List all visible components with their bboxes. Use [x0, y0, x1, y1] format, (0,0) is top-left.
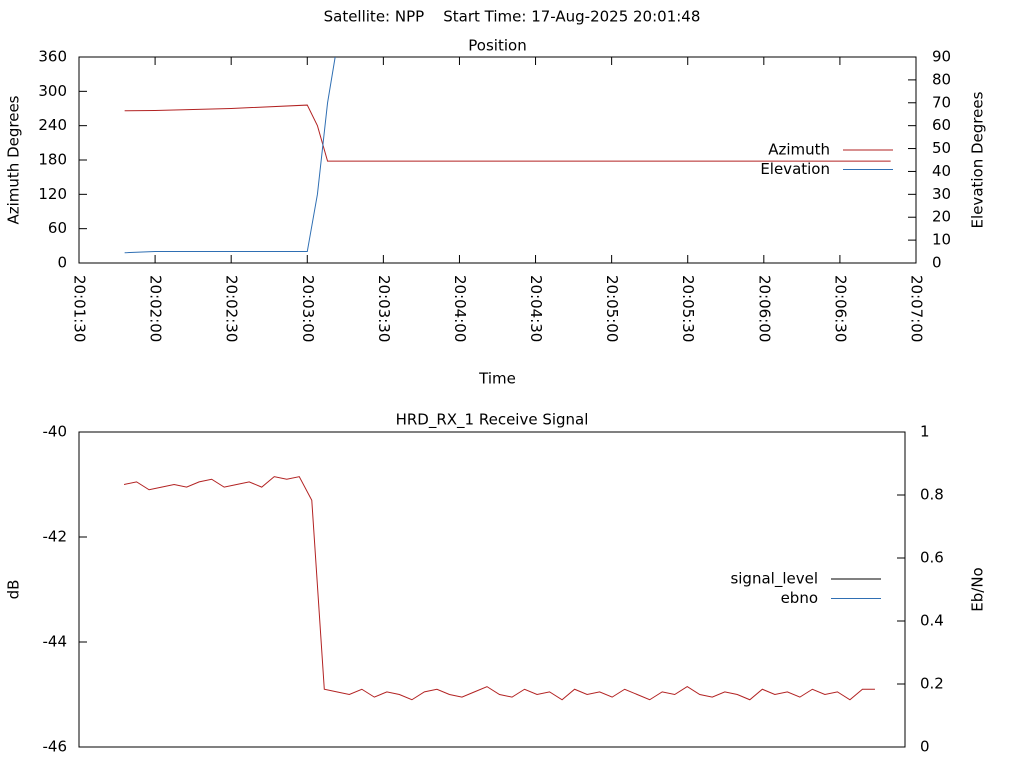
y2-tick-label: 0.2 — [920, 675, 944, 693]
y-tick-label: 0 — [57, 254, 67, 272]
x-tick-label: 20:06:30 — [831, 275, 849, 342]
legend-label: ebno — [781, 589, 818, 607]
legend-label: Elevation — [760, 160, 830, 178]
x-tick-label: 20:01:30 — [71, 275, 89, 342]
x-tick-label: 20:04:30 — [527, 275, 545, 342]
y2-tick-label: 1 — [920, 423, 930, 441]
plot-frame — [78, 431, 906, 748]
y2-tick-label: 0.6 — [920, 549, 944, 567]
y-tick-label: 180 — [38, 151, 67, 169]
x-tick-label: 20:05:00 — [603, 275, 621, 342]
x-tick-label: 20:06:00 — [755, 275, 773, 342]
y-axis-label: Azimuth Degrees — [5, 95, 23, 224]
x-axis-label: Time — [478, 370, 516, 388]
x-tick-label: 20:03:00 — [299, 275, 317, 342]
plot-frame — [78, 56, 917, 264]
x-tick-label: 20:03:30 — [375, 275, 393, 342]
legend-label: Azimuth — [768, 141, 830, 159]
y-tick-label: -44 — [43, 633, 68, 651]
y2-tick-label: 0 — [932, 254, 942, 272]
y2-axis-label: Eb/No — [969, 567, 987, 611]
series-line — [124, 57, 336, 254]
y2-tick-label: 60 — [932, 116, 951, 134]
y2-tick-label: 50 — [932, 139, 951, 157]
y-tick-label: -42 — [43, 528, 68, 546]
y2-tick-label: 40 — [932, 162, 951, 180]
page-title: Satellite: NPP Start Time: 17-Aug-2025 2… — [324, 8, 701, 26]
y2-axis-label: Elevation Degrees — [969, 91, 987, 228]
y2-tick-label: 0 — [920, 738, 930, 756]
y-tick-label: 240 — [38, 116, 67, 134]
series-line — [123, 476, 875, 701]
y2-tick-label: 30 — [932, 185, 951, 203]
y-tick-label: 300 — [38, 82, 67, 100]
y2-tick-label: 0.8 — [920, 486, 944, 504]
y2-tick-label: 0.4 — [920, 612, 944, 630]
x-tick-label: 20:04:00 — [451, 275, 469, 342]
y-tick-label: 60 — [48, 219, 67, 237]
x-tick-label: 20:05:30 — [679, 275, 697, 342]
legend-label: signal_level — [730, 570, 818, 589]
y2-tick-label: 90 — [932, 48, 951, 66]
y-tick-label: -40 — [43, 423, 68, 441]
series-line — [124, 104, 891, 162]
y-tick-label: 120 — [38, 185, 67, 203]
x-tick-label: 20:02:00 — [147, 275, 165, 342]
y-tick-label: 360 — [38, 48, 67, 66]
y2-tick-label: 20 — [932, 208, 951, 226]
y2-tick-label: 80 — [932, 70, 951, 88]
chart-title: Position — [468, 37, 526, 55]
chart-title: HRD_RX_1 Receive Signal — [396, 411, 589, 430]
y2-tick-label: 70 — [932, 93, 951, 111]
y-tick-label: -46 — [43, 738, 68, 756]
x-tick-label: 20:07:00 — [908, 275, 926, 342]
x-tick-label: 20:02:30 — [223, 275, 241, 342]
y2-tick-label: 10 — [932, 231, 951, 249]
y-axis-label: dB — [5, 580, 23, 600]
